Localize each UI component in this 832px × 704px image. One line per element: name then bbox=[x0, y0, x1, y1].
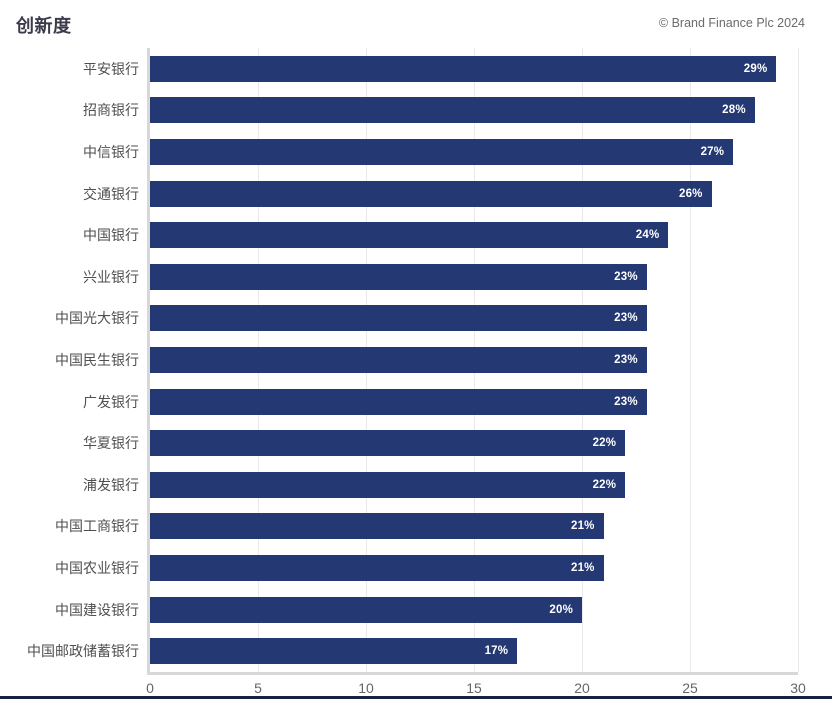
gridline-x-30 bbox=[798, 48, 799, 672]
bar-value-label: 26% bbox=[678, 187, 703, 200]
bar-row: 中信银行 27% bbox=[83, 131, 798, 173]
bar-row: 中国工商银行 21% bbox=[55, 506, 798, 548]
gridline-x-25 bbox=[690, 48, 691, 672]
bar: 28% bbox=[150, 97, 755, 124]
chart-title: 创新度 bbox=[16, 16, 72, 36]
x-tick-label: 10 bbox=[358, 680, 374, 696]
x-tick-label: 0 bbox=[146, 680, 154, 696]
bar-chart-plot-area: 平安银行 29% 招商银行 28% 中信银行 27% 交通银行 26% 中国银行 24% 兴业银行 2… bbox=[27, 48, 799, 675]
category-label: 招商银行 bbox=[83, 102, 139, 119]
bar-row: 中国银行 24% bbox=[83, 214, 798, 256]
bar: 23% bbox=[150, 305, 647, 332]
bar-value-label: 21% bbox=[570, 520, 595, 533]
x-tick-label: 5 bbox=[254, 680, 262, 696]
bar: 23% bbox=[150, 388, 647, 415]
x-tick-label: 25 bbox=[682, 680, 698, 696]
bar: 17% bbox=[150, 638, 518, 665]
bar: 29% bbox=[150, 55, 777, 82]
bar-row: 广发银行 23% bbox=[83, 381, 798, 423]
category-label: 中国民生银行 bbox=[55, 351, 139, 368]
bar-row: 华夏银行 22% bbox=[83, 422, 798, 464]
bar-value-label: 28% bbox=[722, 104, 746, 117]
bar-value-label: 22% bbox=[592, 437, 617, 450]
category-label: 交通银行 bbox=[83, 185, 139, 202]
bar-value-label: 17% bbox=[484, 645, 509, 658]
category-label: 华夏银行 bbox=[83, 435, 139, 452]
bar-row: 交通银行 26% bbox=[83, 173, 798, 215]
bar-row: 中国民生银行 23% bbox=[55, 339, 798, 381]
category-label: 中国建设银行 bbox=[55, 601, 139, 618]
category-label: 中国邮政储蓄银行 bbox=[27, 643, 139, 660]
bar-value-label: 29% bbox=[743, 62, 768, 75]
bar: 22% bbox=[150, 471, 626, 498]
category-label: 中国工商银行 bbox=[55, 518, 139, 535]
category-label: 中信银行 bbox=[83, 143, 139, 160]
bar-row: 中国光大银行 23% bbox=[55, 298, 798, 340]
category-label: 中国农业银行 bbox=[55, 559, 139, 576]
bar-row: 兴业银行 23% bbox=[83, 256, 798, 298]
bar-row: 中国邮政储蓄银行 17% bbox=[27, 630, 798, 672]
bar-row: 招商银行 28% bbox=[83, 90, 798, 132]
bar: 22% bbox=[150, 430, 626, 457]
bar-value-label: 22% bbox=[592, 478, 617, 491]
bar-row: 浦发银行 22% bbox=[83, 464, 798, 506]
category-label: 广发银行 bbox=[83, 393, 139, 410]
bar: 24% bbox=[150, 222, 669, 249]
bar: 21% bbox=[150, 513, 604, 540]
bar-value-label: 27% bbox=[700, 145, 725, 158]
category-label: 浦发银行 bbox=[83, 476, 139, 493]
bar: 26% bbox=[150, 180, 712, 207]
bar-row: 中国建设银行 20% bbox=[55, 589, 798, 631]
bar-value-label: 23% bbox=[614, 312, 638, 325]
bar-row: 平安银行 29% bbox=[83, 48, 798, 90]
bar-row: 中国农业银行 21% bbox=[55, 547, 798, 589]
bar-value-label: 24% bbox=[635, 229, 660, 242]
category-label: 兴业银行 bbox=[83, 268, 139, 285]
category-label: 平安银行 bbox=[83, 60, 139, 77]
category-label: 中国银行 bbox=[83, 227, 139, 244]
x-tick-label: 15 bbox=[466, 680, 482, 696]
bar-value-label: 23% bbox=[614, 270, 638, 283]
copyright-text: © Brand Finance Plc 2024 bbox=[658, 16, 805, 30]
footer-divider bbox=[0, 696, 832, 699]
bar: 21% bbox=[150, 554, 604, 581]
bar: 23% bbox=[150, 263, 647, 290]
bar-value-label: 23% bbox=[614, 395, 638, 408]
bar: 27% bbox=[150, 138, 734, 165]
bar: 23% bbox=[150, 346, 647, 373]
x-axis: 0 5 10 15 20 25 30 bbox=[146, 678, 806, 698]
bar: 20% bbox=[150, 596, 582, 623]
bar-value-label: 21% bbox=[570, 561, 595, 574]
bar-value-label: 23% bbox=[614, 353, 638, 366]
x-tick-label: 20 bbox=[574, 680, 590, 696]
x-tick-label: 30 bbox=[790, 680, 806, 696]
bar-value-label: 20% bbox=[549, 603, 573, 616]
category-label: 中国光大银行 bbox=[55, 310, 139, 327]
